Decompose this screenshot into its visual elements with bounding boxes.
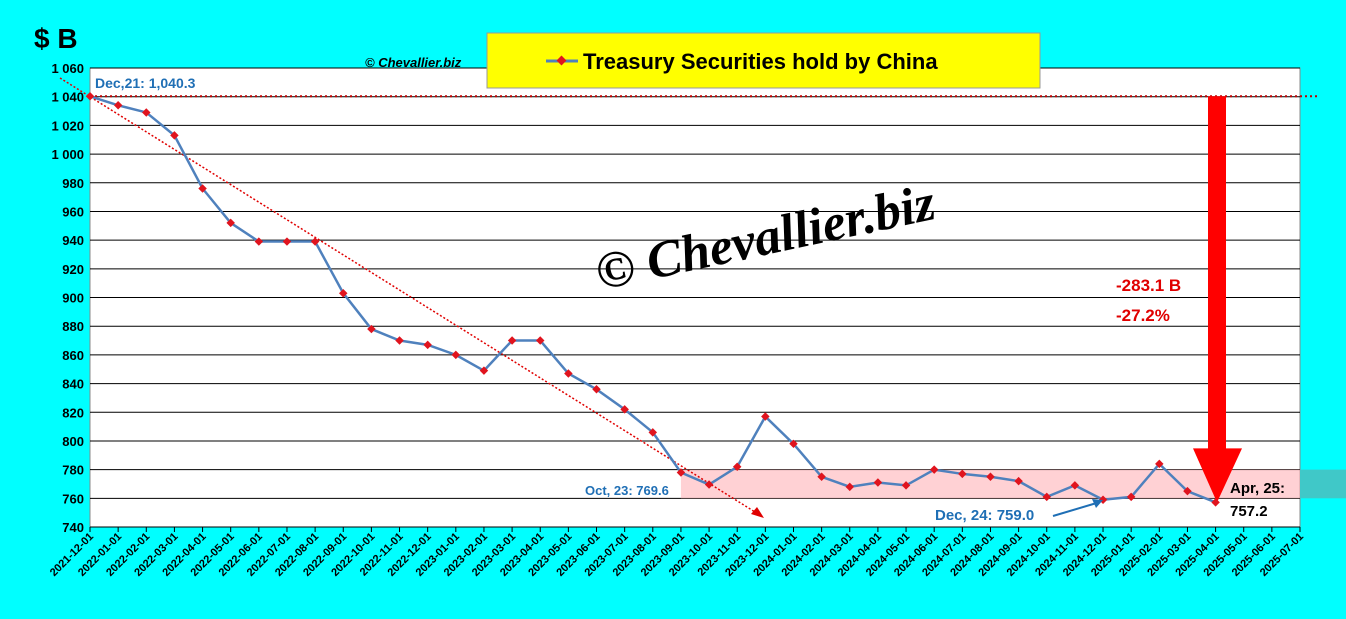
point (507, 336, 517, 345)
point (113, 101, 123, 110)
legend-box (486, 32, 1041, 89)
y-tick-label: 860 (62, 348, 84, 363)
y-tick-label: 1 000 (51, 147, 84, 162)
point (873, 478, 883, 487)
point (423, 340, 432, 350)
drop-arrow-head (1193, 448, 1242, 503)
y-tick-label: 780 (62, 463, 84, 478)
legend-marker (556, 55, 567, 66)
y-tick-label: 1 060 (51, 61, 84, 76)
annotation: 757.2 (1230, 503, 1268, 520)
y-tick-label: 900 (62, 291, 84, 306)
point (929, 465, 939, 474)
point (85, 92, 95, 101)
point (339, 288, 348, 298)
point (142, 108, 151, 117)
point (620, 405, 629, 414)
trend-arrow (751, 507, 764, 518)
y-tick-label: 960 (62, 204, 84, 219)
y-tick-label: 820 (62, 405, 84, 420)
point (817, 472, 826, 482)
point (535, 336, 545, 345)
point (901, 481, 911, 490)
annotation: -27.2% (1116, 306, 1170, 325)
y-tick-label: 760 (62, 491, 84, 506)
point (198, 184, 207, 193)
point (395, 336, 404, 345)
annotation-arrow-head (1092, 499, 1103, 508)
point (704, 480, 714, 489)
point (451, 350, 461, 360)
y-tick-label: 740 (62, 520, 84, 535)
point (367, 324, 376, 334)
point (986, 472, 995, 482)
point (479, 366, 489, 375)
drop-arrow-shaft (1208, 96, 1226, 451)
point (732, 462, 742, 471)
point (845, 482, 855, 492)
annotation: Dec, 24: 759.0 (935, 507, 1034, 524)
copyright: © Chevallier.biz (365, 55, 462, 70)
point (226, 218, 235, 228)
y-tick-label: 880 (62, 319, 84, 334)
point (676, 468, 686, 477)
y-unit: $ B (34, 23, 78, 54)
y-tick-label: 940 (62, 233, 84, 248)
y-tick-label: 980 (62, 176, 84, 191)
point (958, 469, 967, 479)
point (1211, 498, 1220, 507)
point (592, 385, 601, 394)
point (1014, 476, 1023, 486)
point (310, 237, 320, 246)
point (1183, 486, 1192, 496)
annotation: Dec,21: 1,040.3 (95, 75, 196, 91)
point (1126, 492, 1136, 502)
annotation: -283.1 B (1116, 276, 1181, 295)
point (761, 412, 770, 421)
point (648, 428, 658, 437)
y-tick-label: 840 (62, 377, 84, 392)
point (1042, 492, 1051, 502)
point (1070, 481, 1080, 490)
point (282, 237, 292, 246)
point (789, 439, 798, 449)
y-tick-label: 920 (62, 262, 84, 277)
legend-label: Treasury Securities hold by China (583, 49, 938, 74)
highlight-band-tab (1300, 469, 1346, 499)
point (170, 131, 179, 140)
point (1155, 459, 1164, 469)
annotation: Oct, 23: 769.6 (585, 483, 669, 498)
point (564, 369, 573, 378)
y-tick-label: 1 040 (51, 90, 84, 105)
trend-line (59, 77, 756, 513)
annotation-arrow (1052, 501, 1101, 517)
y-tick-label: 800 (62, 434, 84, 449)
annotation: Apr, 25: (1230, 480, 1285, 497)
y-tick-label: 1 020 (51, 118, 84, 133)
